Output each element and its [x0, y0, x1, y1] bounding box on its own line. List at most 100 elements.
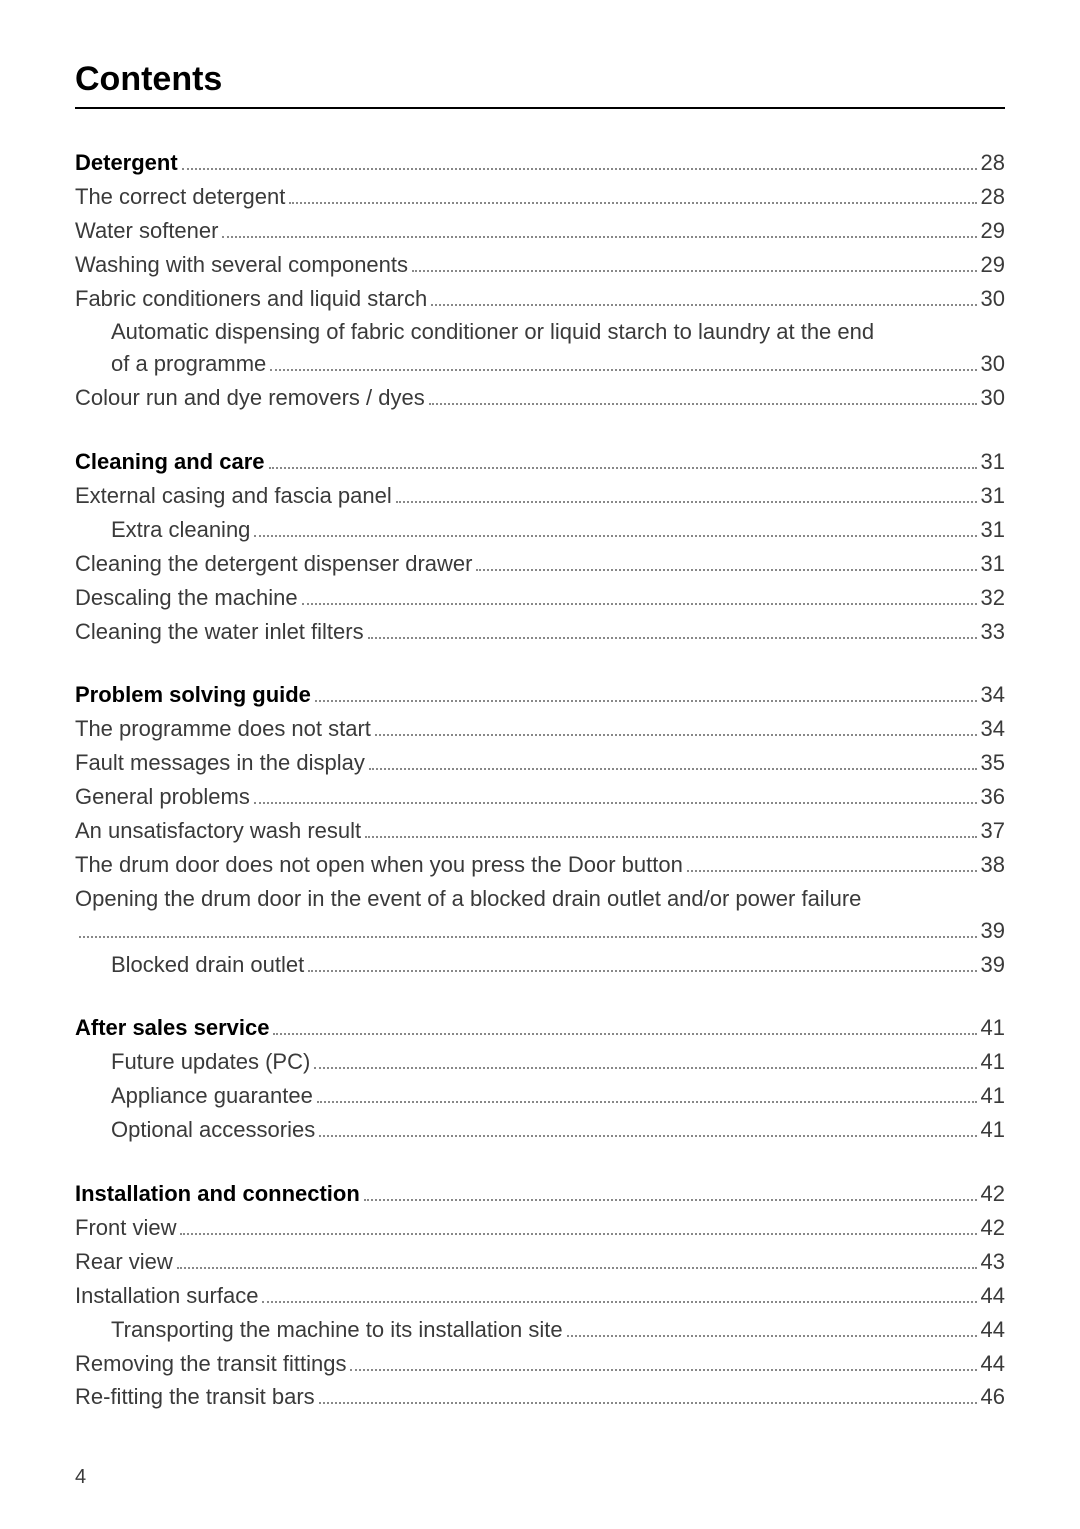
toc-dots	[314, 1067, 976, 1069]
toc-wrap-line: Opening the drum door in the event of a …	[75, 883, 1005, 915]
toc-dots	[302, 603, 977, 605]
toc-dots	[369, 768, 977, 770]
toc-page: 28	[981, 147, 1005, 179]
toc-label: of a programme	[111, 348, 266, 380]
toc-page: 28	[981, 181, 1005, 213]
toc-dots	[308, 970, 976, 972]
toc-dots	[364, 1199, 977, 1201]
toc-entry: Problem solving guide34	[75, 679, 1005, 711]
toc-label: The programme does not start	[75, 713, 371, 745]
toc-entry: Blocked drain outlet39	[75, 949, 1005, 981]
page-title: Contents	[75, 60, 1005, 99]
toc-entry: The programme does not start34	[75, 713, 1005, 745]
toc-dots	[687, 870, 977, 872]
toc-label: The correct detergent	[75, 181, 285, 213]
toc-entry: Removing the transit fittings44	[75, 1348, 1005, 1380]
toc-entry: Fault messages in the display35	[75, 747, 1005, 779]
toc-dots	[431, 304, 976, 306]
toc-label: Detergent	[75, 147, 178, 179]
toc-entry: Cleaning and care 31	[75, 446, 1005, 478]
toc-label: Installation surface	[75, 1280, 258, 1312]
toc-dots	[262, 1301, 976, 1303]
toc-entry: Transporting the machine to its installa…	[75, 1314, 1005, 1346]
section-gap	[75, 1148, 1005, 1178]
toc-page: 29	[981, 215, 1005, 247]
toc-page: 30	[981, 382, 1005, 414]
toc-page: 44	[981, 1280, 1005, 1312]
toc-entry: The correct detergent 28	[75, 181, 1005, 213]
toc-label: Cleaning and care	[75, 446, 265, 478]
toc-page: 42	[981, 1212, 1005, 1244]
toc-page: 31	[981, 514, 1005, 546]
toc-page: 39	[981, 915, 1005, 947]
toc-dots	[396, 501, 977, 503]
toc-entry: An unsatisfactory wash result37	[75, 815, 1005, 847]
toc-label: General problems	[75, 781, 250, 813]
toc-entry: Washing with several components29	[75, 249, 1005, 281]
toc-page: 36	[981, 781, 1005, 813]
toc-page: 43	[981, 1246, 1005, 1278]
toc-label: Washing with several components	[75, 249, 408, 281]
toc-page: 37	[981, 815, 1005, 847]
toc-entry: 39	[75, 915, 1005, 947]
toc-entry: Front view 42	[75, 1212, 1005, 1244]
toc-label: Re-fitting the transit bars	[75, 1381, 315, 1413]
section-gap	[75, 649, 1005, 679]
toc-entry: of a programme30	[75, 348, 1005, 380]
toc-label: Front view	[75, 1212, 176, 1244]
section-gap	[75, 982, 1005, 1012]
toc-page: 31	[981, 446, 1005, 478]
toc-page: 33	[981, 616, 1005, 648]
toc-dots	[222, 236, 976, 238]
toc-page: 41	[981, 1046, 1005, 1078]
toc-dots	[273, 1033, 976, 1035]
toc-label: The drum door does not open when you pre…	[75, 849, 683, 881]
toc-wrap-line: Automatic dispensing of fabric condition…	[75, 316, 1005, 348]
toc-page: 44	[981, 1348, 1005, 1380]
toc-dots	[375, 734, 977, 736]
toc-entry: Future updates (PC)41	[75, 1046, 1005, 1078]
toc-dots	[412, 270, 977, 272]
toc-dots	[269, 467, 977, 469]
title-section: Contents	[75, 60, 1005, 109]
toc-page: 38	[981, 849, 1005, 881]
toc-label: After sales service	[75, 1012, 269, 1044]
toc-entry: Re-fitting the transit bars46	[75, 1381, 1005, 1413]
toc-dots	[317, 1101, 977, 1103]
toc-entry: Fabric conditioners and liquid starch30	[75, 283, 1005, 315]
toc-entry: Colour run and dye removers / dyes 30	[75, 382, 1005, 414]
toc-dots	[319, 1402, 977, 1404]
toc-entry: Detergent 28	[75, 147, 1005, 179]
toc-page: 32	[981, 582, 1005, 614]
toc-dots	[429, 403, 977, 405]
toc-dots	[254, 535, 976, 537]
toc-label: Rear view	[75, 1246, 173, 1278]
toc-dots	[365, 836, 976, 838]
toc-entry: Descaling the machine 32	[75, 582, 1005, 614]
toc-label: Extra cleaning	[111, 514, 250, 546]
toc-entry: Water softener 29	[75, 215, 1005, 247]
toc-entry: Appliance guarantee41	[75, 1080, 1005, 1112]
toc-label: Optional accessories	[111, 1114, 315, 1146]
toc-page: 31	[981, 480, 1005, 512]
toc-page: 35	[981, 747, 1005, 779]
toc-label: External casing and fascia panel	[75, 480, 392, 512]
toc-entry: Rear view 43	[75, 1246, 1005, 1278]
toc-label: Cleaning the water inlet filters	[75, 616, 364, 648]
toc-label: Colour run and dye removers / dyes	[75, 382, 425, 414]
toc-page: 34	[981, 679, 1005, 711]
toc-label: Fabric conditioners and liquid starch	[75, 283, 427, 315]
toc-page: 39	[981, 949, 1005, 981]
toc-label: Water softener	[75, 215, 218, 247]
toc-entry: After sales service41	[75, 1012, 1005, 1044]
toc-page: 42	[981, 1178, 1005, 1210]
toc-entry: The drum door does not open when you pre…	[75, 849, 1005, 881]
toc-dots	[79, 936, 977, 938]
toc-page: 41	[981, 1114, 1005, 1146]
toc-entry: External casing and fascia panel 31	[75, 480, 1005, 512]
toc-dots	[567, 1335, 977, 1337]
toc-dots	[177, 1267, 977, 1269]
toc-label: Descaling the machine	[75, 582, 298, 614]
page-number: 4	[75, 1466, 86, 1489]
toc-dots	[270, 369, 976, 371]
